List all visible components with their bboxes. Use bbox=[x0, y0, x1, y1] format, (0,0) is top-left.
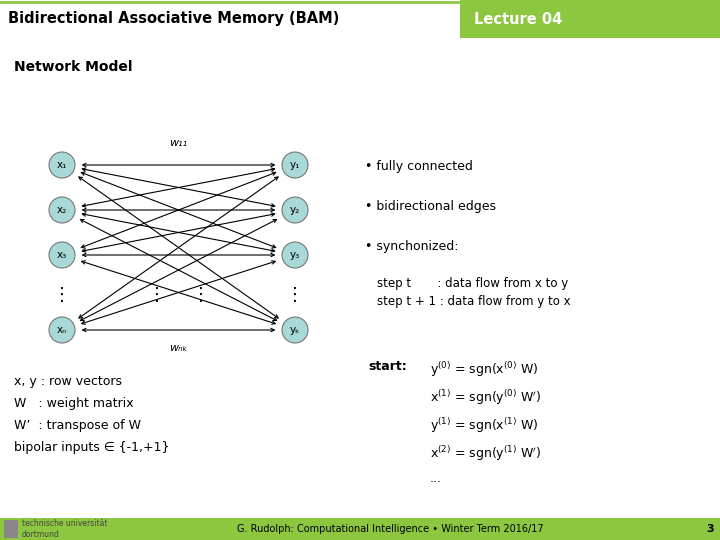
Text: G. Rudolph: Computational Intelligence • Winter Term 2016/17: G. Rudolph: Computational Intelligence •… bbox=[237, 524, 544, 534]
Text: y₁: y₁ bbox=[290, 160, 300, 170]
Circle shape bbox=[282, 242, 308, 268]
Text: x₃: x₃ bbox=[57, 250, 67, 260]
Text: x₂: x₂ bbox=[57, 205, 67, 215]
Circle shape bbox=[49, 242, 75, 268]
Bar bbox=[0, 0, 720, 38]
Text: 3: 3 bbox=[706, 524, 714, 534]
Text: Network Model: Network Model bbox=[14, 60, 132, 74]
Text: ⋮: ⋮ bbox=[286, 286, 304, 304]
Text: • fully connected: • fully connected bbox=[365, 160, 473, 173]
Circle shape bbox=[49, 197, 75, 223]
Text: • synchonized:: • synchonized: bbox=[365, 240, 459, 253]
Text: ...: ... bbox=[430, 472, 442, 485]
Text: start:: start: bbox=[368, 360, 407, 373]
Text: yₖ: yₖ bbox=[289, 325, 300, 335]
Text: Lecture 04: Lecture 04 bbox=[474, 11, 562, 26]
Text: xₙ: xₙ bbox=[57, 325, 67, 335]
Text: W   : weight matrix: W : weight matrix bbox=[14, 397, 134, 410]
Text: x, y : row vectors: x, y : row vectors bbox=[14, 375, 122, 388]
Text: bipolar inputs ∈ {-1,+1}: bipolar inputs ∈ {-1,+1} bbox=[14, 441, 169, 454]
Bar bbox=[460, 0, 720, 38]
Circle shape bbox=[282, 152, 308, 178]
Text: step t       : data flow from x to y: step t : data flow from x to y bbox=[377, 277, 568, 290]
Text: x$^{(1)}$ = sgn(y$^{(0)}$ W$^{\prime}$): x$^{(1)}$ = sgn(y$^{(0)}$ W$^{\prime}$) bbox=[430, 388, 541, 407]
Text: wₙₖ: wₙₖ bbox=[169, 343, 188, 353]
Text: W’  : transpose of W: W’ : transpose of W bbox=[14, 419, 141, 432]
Text: ⋮: ⋮ bbox=[148, 286, 166, 304]
Text: ⋮: ⋮ bbox=[192, 286, 210, 304]
Circle shape bbox=[49, 317, 75, 343]
Text: • bidirectional edges: • bidirectional edges bbox=[365, 200, 496, 213]
Circle shape bbox=[49, 152, 75, 178]
Text: step t + 1 : data flow from y to x: step t + 1 : data flow from y to x bbox=[377, 295, 571, 308]
Bar bbox=[4, 520, 18, 538]
Text: x$^{(2)}$ = sgn(y$^{(1)}$ W$^{\prime}$): x$^{(2)}$ = sgn(y$^{(1)}$ W$^{\prime}$) bbox=[430, 444, 541, 463]
Text: y₃: y₃ bbox=[290, 250, 300, 260]
Text: y$^{(1)}$ = sgn(x$^{(1)}$ W): y$^{(1)}$ = sgn(x$^{(1)}$ W) bbox=[430, 416, 539, 435]
Circle shape bbox=[282, 197, 308, 223]
Text: y₂: y₂ bbox=[290, 205, 300, 215]
Text: ⋮: ⋮ bbox=[53, 286, 71, 304]
Text: y$^{(0)}$ = sgn(x$^{(0)}$ W): y$^{(0)}$ = sgn(x$^{(0)}$ W) bbox=[430, 360, 539, 379]
Text: w₁₁: w₁₁ bbox=[169, 138, 188, 148]
Circle shape bbox=[282, 317, 308, 343]
Text: Bidirectional Associative Memory (BAM): Bidirectional Associative Memory (BAM) bbox=[8, 11, 339, 26]
Text: technische universität
dortmund: technische universität dortmund bbox=[22, 519, 107, 539]
Bar bbox=[0, 518, 720, 540]
Text: x₁: x₁ bbox=[57, 160, 67, 170]
